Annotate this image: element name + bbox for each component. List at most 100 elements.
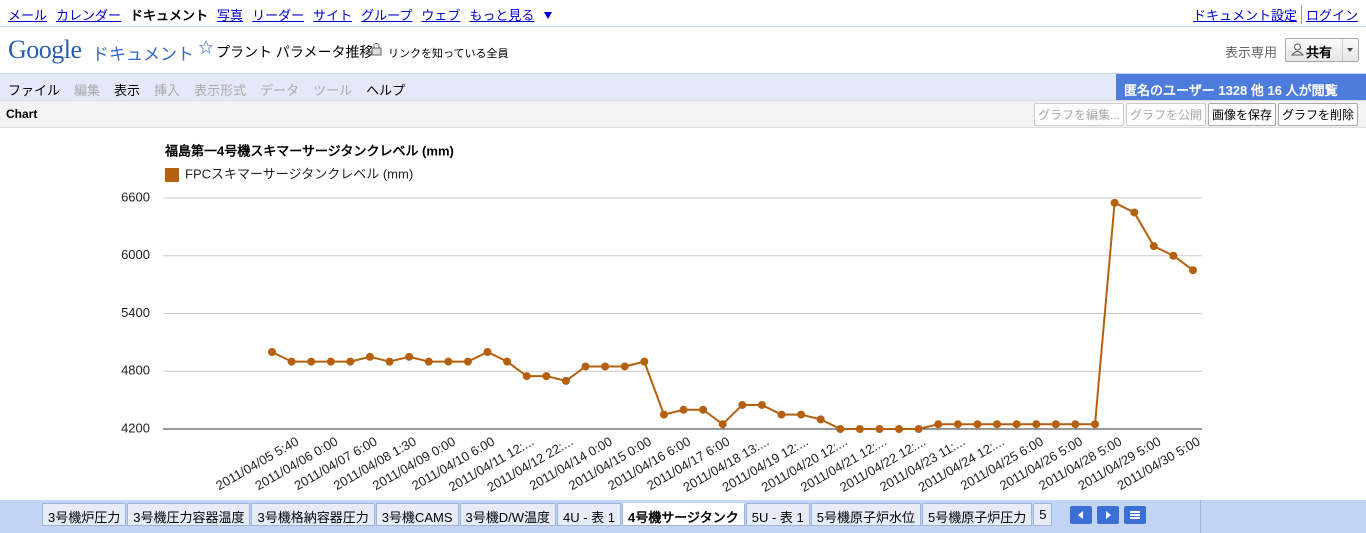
nav-link[interactable]: メール — [8, 8, 48, 23]
data-point — [855, 425, 864, 433]
document-title: プラント パラメータ推移 — [216, 44, 374, 60]
data-point — [542, 372, 551, 381]
data-point — [640, 357, 649, 366]
sheet-tab[interactable]: 3号機炉圧力 — [42, 503, 127, 526]
nav-link[interactable]: リーダー — [252, 8, 305, 23]
data-point — [1110, 198, 1119, 207]
data-point — [679, 405, 688, 414]
nav-link[interactable]: ウェブ — [421, 8, 461, 23]
y-tick-label: 4800 — [121, 363, 150, 378]
nav-right: ドキュメント設定 ログイン — [1193, 5, 1358, 24]
tab-menu-button[interactable] — [1124, 506, 1146, 524]
next-tab-button[interactable] — [1097, 506, 1119, 524]
data-point — [1091, 420, 1100, 429]
data-point — [973, 420, 982, 429]
sheet-tab[interactable]: 3号機D/W温度 — [459, 503, 557, 526]
data-point — [836, 425, 845, 433]
data-point — [914, 425, 923, 433]
prev-tab-button[interactable] — [1070, 506, 1092, 524]
sheet-tab[interactable]: 4U - 表 1 — [557, 503, 622, 526]
legend-swatch — [165, 168, 179, 182]
data-point — [934, 420, 943, 429]
menu-item[interactable]: 表示 — [114, 83, 141, 98]
nav-link[interactable]: ドキュメント設定 — [1192, 8, 1297, 23]
data-point — [405, 352, 414, 361]
data-point — [463, 357, 472, 366]
data-point — [953, 420, 962, 429]
data-point — [738, 400, 747, 409]
menu-item: ツール — [313, 83, 353, 98]
data-point — [1189, 266, 1197, 275]
sheet-tab[interactable]: 3号機格納容器圧力 — [251, 503, 375, 526]
data-point — [875, 425, 884, 433]
data-point — [307, 357, 316, 366]
nav-link[interactable]: サイト — [313, 8, 353, 23]
menu-items: ファイル 編集 表示 挿入 表示形式 データ ツール ヘルプ — [8, 80, 405, 99]
y-tick-label: 6600 — [121, 189, 150, 204]
nav-link[interactable]: グループ — [361, 8, 413, 23]
sheet-tab[interactable]: 3号機圧力容器温度 — [127, 503, 251, 526]
viewers-text: 匿名のユーザー 1328 他 16 人が閲覧 — [1124, 83, 1338, 98]
data-point — [268, 348, 276, 356]
dropdown-arrow[interactable] — [1342, 39, 1358, 61]
data-point — [287, 357, 296, 366]
data-point — [365, 352, 374, 361]
sheet-tab[interactable]: 4号機サージタンク — [622, 503, 745, 526]
sheet-tabs: 3号機炉圧力 3号機圧力容器温度 3号機格納容器圧力 3号機CAMS 3号機D/W温度 4… — [0, 500, 1366, 533]
data-point — [699, 405, 708, 414]
view-mode: 表示専用 — [1225, 45, 1278, 60]
toolbar-button[interactable]: グラフを削除 — [1277, 103, 1358, 126]
toolbar-button: グラフを編集... — [1033, 103, 1124, 126]
divider — [1200, 500, 1201, 533]
data-point — [1051, 420, 1060, 429]
nav-link[interactable]: もっと見る — [469, 8, 535, 23]
share-button[interactable]: 共有 — [1285, 38, 1359, 62]
viewers-banner[interactable]: 匿名のユーザー 1328 他 16 人が閲覧 — [1116, 74, 1366, 101]
data-point — [993, 420, 1002, 429]
chart-toolbar: Chart グラフを編集... グラフを公開 画像を保存 グラフを削除 — [0, 100, 1366, 128]
sheet-label: Chart — [6, 107, 38, 121]
data-point — [444, 357, 453, 366]
sheet-tab[interactable]: 3号機CAMS — [375, 503, 459, 526]
sheet-tab[interactable]: 5号機原子炉水位 — [810, 503, 921, 526]
data-point — [659, 410, 668, 419]
series-line — [271, 201, 1194, 430]
menu-item: 挿入 — [154, 83, 181, 98]
nav-link[interactable]: ドキュメント — [130, 8, 209, 23]
logo[interactable]: Google — [8, 35, 82, 64]
data-point — [601, 362, 610, 371]
data-point — [757, 400, 766, 409]
menu-item: 編集 — [74, 83, 101, 98]
legend-label: FPCスキマーサージタンクレベル (mm) — [185, 166, 413, 181]
sheet-tab[interactable]: 5号機原子炉圧力 — [922, 503, 1033, 526]
data-point — [503, 357, 512, 366]
product-name[interactable]: ドキュメント — [92, 45, 194, 64]
data-point — [816, 415, 825, 424]
data-point — [561, 376, 570, 385]
menu-item[interactable]: ファイル — [8, 83, 61, 98]
nav-link[interactable]: カレンダー — [56, 8, 122, 23]
toolbar-buttons: グラフを編集... グラフを公開 画像を保存 グラフを削除 — [1033, 103, 1358, 126]
data-point — [1169, 251, 1178, 260]
data-point — [718, 420, 727, 429]
toolbar-button[interactable]: 画像を保存 — [1207, 103, 1276, 126]
menu-item: データ — [260, 83, 300, 98]
data-point — [385, 357, 394, 366]
sharing-status[interactable]: リンクを知っている全員 — [388, 48, 509, 60]
data-point — [895, 425, 904, 433]
menu-item: 表示形式 — [194, 83, 247, 98]
nav-link[interactable]: ログイン — [1300, 5, 1358, 24]
more-arrow[interactable] — [543, 10, 553, 20]
nav-link[interactable]: 写真 — [217, 8, 244, 23]
sheet-tab[interactable]: 5U - 表 1 — [745, 503, 810, 526]
y-tick-label: 4200 — [121, 420, 150, 435]
chart-title: 福島第一4号機スキマーサージタンクレベル (mm) — [164, 143, 454, 158]
data-point — [1012, 420, 1021, 429]
data-point — [424, 357, 433, 366]
menu-item[interactable]: ヘルプ — [366, 83, 406, 98]
tab-list: 3号機炉圧力 3号機圧力容器温度 3号機格納容器圧力 3号機CAMS 3号機D/W温度 4… — [42, 503, 1062, 526]
sheet-tab[interactable]: 5 — [1033, 503, 1053, 526]
y-tick-label: 6000 — [121, 247, 150, 262]
star-icon[interactable] — [199, 40, 213, 54]
